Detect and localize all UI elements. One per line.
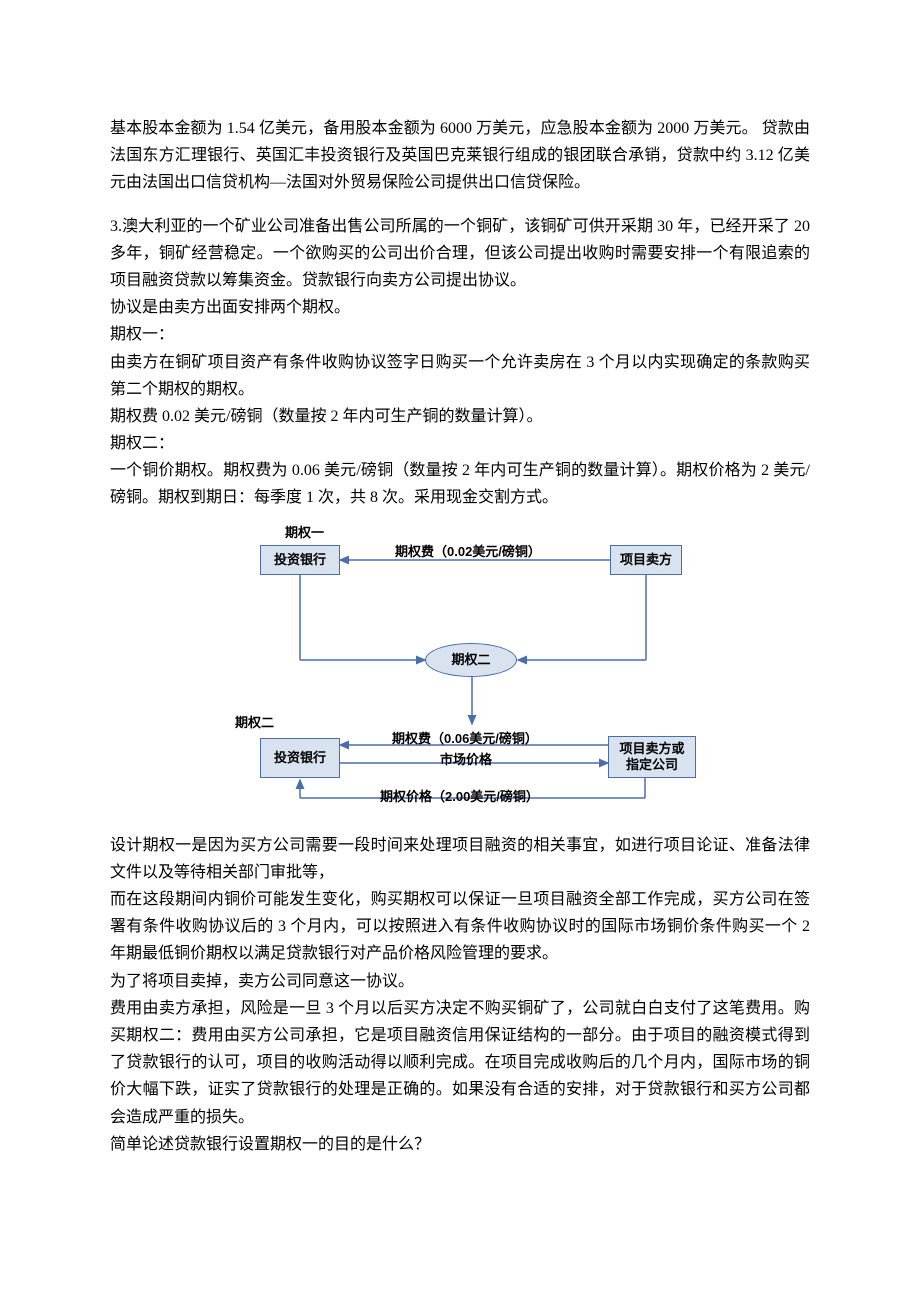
paragraph-design-reason: 设计期权一是因为买方公司需要一段时间来处理项目融资的相关事宜，如进行项目论证、准… <box>110 832 810 886</box>
node-project-seller: 项目卖方 <box>610 545 682 575</box>
label-fee-1: 期权费（0.02美元/磅铜） <box>395 541 541 563</box>
diagram-title-section1: 期权一 <box>285 522 324 544</box>
paragraph-option1-fee: 期权费 0.02 美元/磅铜（数量按 2 年内可生产铜的数量计算）。 <box>110 403 810 430</box>
paragraph-question: 简单论述贷款银行设置期权一的目的是什么？ <box>110 1131 810 1158</box>
paragraph-case-intro: 3.澳大利亚的一个矿业公司准备出售公司所属的一个铜矿，该铜矿可供开采期 30 年… <box>110 213 810 295</box>
paragraph-cost-risk: 费用由卖方承担，风险是一旦 3 个月以后买方决定不购买铜矿了，公司就白白支付了这… <box>110 995 810 1131</box>
node-invest-bank-2: 投资银行 <box>260 738 340 778</box>
node-invest-bank-1: 投资银行 <box>260 545 340 575</box>
node-option-two-ellipse: 期权二 <box>425 643 517 677</box>
paragraph-funding: 基本股本金额为 1.54 亿美元，备用股本金额为 6000 万美元，应急股本金额… <box>110 115 810 197</box>
label-fee-2: 期权费（0.06美元/磅铜） <box>392 728 538 750</box>
label-option-price: 期权价格（2.00美元/磅铜） <box>380 786 539 808</box>
paragraph-option2-title: 期权二： <box>110 430 810 457</box>
paragraph-agreement: 协议是由卖方出面安排两个期权。 <box>110 294 810 321</box>
paragraph-option1-desc: 由卖方在铜矿项目资产有条件收购协议签字日购买一个允许卖房在 3 个月以内实现确定… <box>110 349 810 403</box>
node-seller-line2: 指定公司 <box>626 757 678 773</box>
paragraph-option1-title: 期权一： <box>110 321 810 348</box>
label-market-price: 市场价格 <box>440 749 492 771</box>
paragraph-seller-agree: 为了将项目卖掉，卖方公司同意这一协议。 <box>110 968 810 995</box>
paragraph-price-hedge: 而在这段期间内铜价可能发生变化，购买期权可以保证一旦项目融资全部工作完成，买方公… <box>110 886 810 968</box>
node-seller-or-company: 项目卖方或 指定公司 <box>608 736 696 778</box>
options-diagram: 期权一 投资银行 项目卖方 期权费（0.02美元/磅铜） 期权二 期权二 投资银… <box>200 520 740 820</box>
diagram-title-section2: 期权二 <box>235 712 274 734</box>
node-seller-line1: 项目卖方或 <box>619 741 684 757</box>
spacer <box>110 197 810 213</box>
paragraph-option2-desc: 一个铜价期权。期权费为 0.06 美元/磅铜（数量按 2 年内可生产铜的数量计算… <box>110 457 810 511</box>
